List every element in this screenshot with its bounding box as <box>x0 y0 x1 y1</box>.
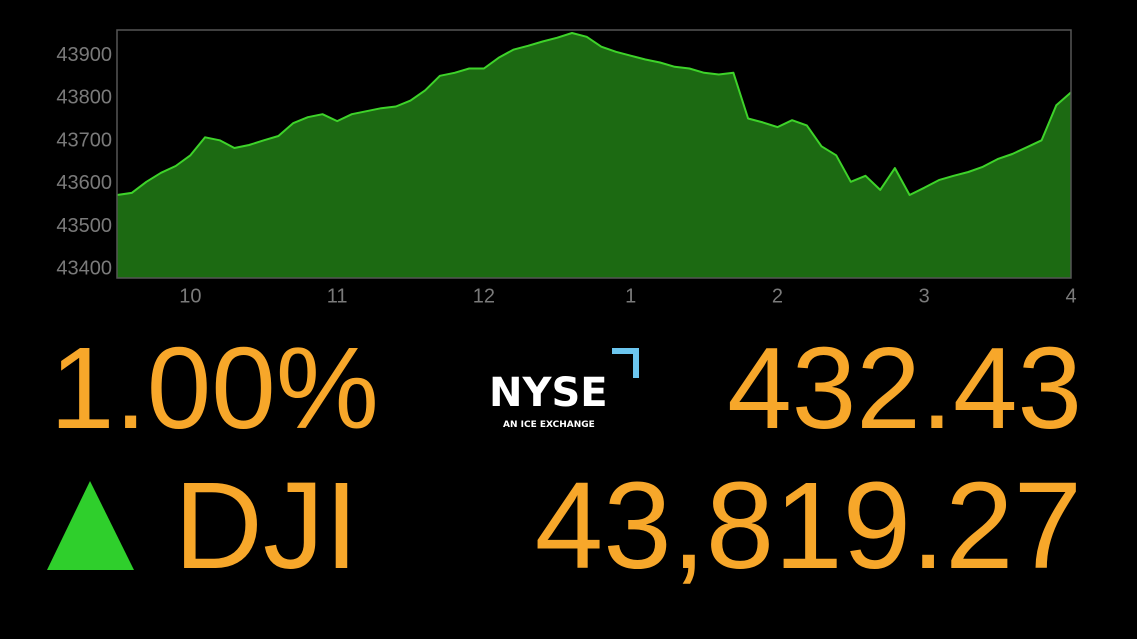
change-points: 432.43 <box>727 323 1082 453</box>
y-tick-label: 43500 <box>56 215 112 237</box>
y-tick-label: 43700 <box>56 129 112 151</box>
y-tick-label: 43900 <box>56 44 112 66</box>
x-tick-label: 10 <box>179 285 201 307</box>
plot-frame <box>116 29 1072 279</box>
change-percent: 1.00% <box>50 323 379 453</box>
y-tick-label: 43400 <box>56 258 112 280</box>
x-tick-label: 12 <box>473 285 495 307</box>
logo-tagline: AN ICE EXCHANGE <box>503 420 595 430</box>
x-tick-label: 11 <box>327 285 348 307</box>
logo-bracket <box>612 348 639 378</box>
index-value: 43,819.27 <box>535 458 1082 595</box>
x-tick-label: 4 <box>1065 285 1076 307</box>
x-tick-label: 1 <box>625 285 636 307</box>
symbol: DJI <box>174 458 359 595</box>
y-tick-label: 43800 <box>56 87 112 109</box>
x-tick-label: 3 <box>919 285 930 307</box>
line <box>116 32 1072 196</box>
logo-name: NYSE <box>489 370 608 416</box>
up-arrow <box>47 481 134 570</box>
x-tick-label: 2 <box>772 285 783 307</box>
area <box>117 33 1071 278</box>
y-tick-label: 43600 <box>56 172 112 194</box>
